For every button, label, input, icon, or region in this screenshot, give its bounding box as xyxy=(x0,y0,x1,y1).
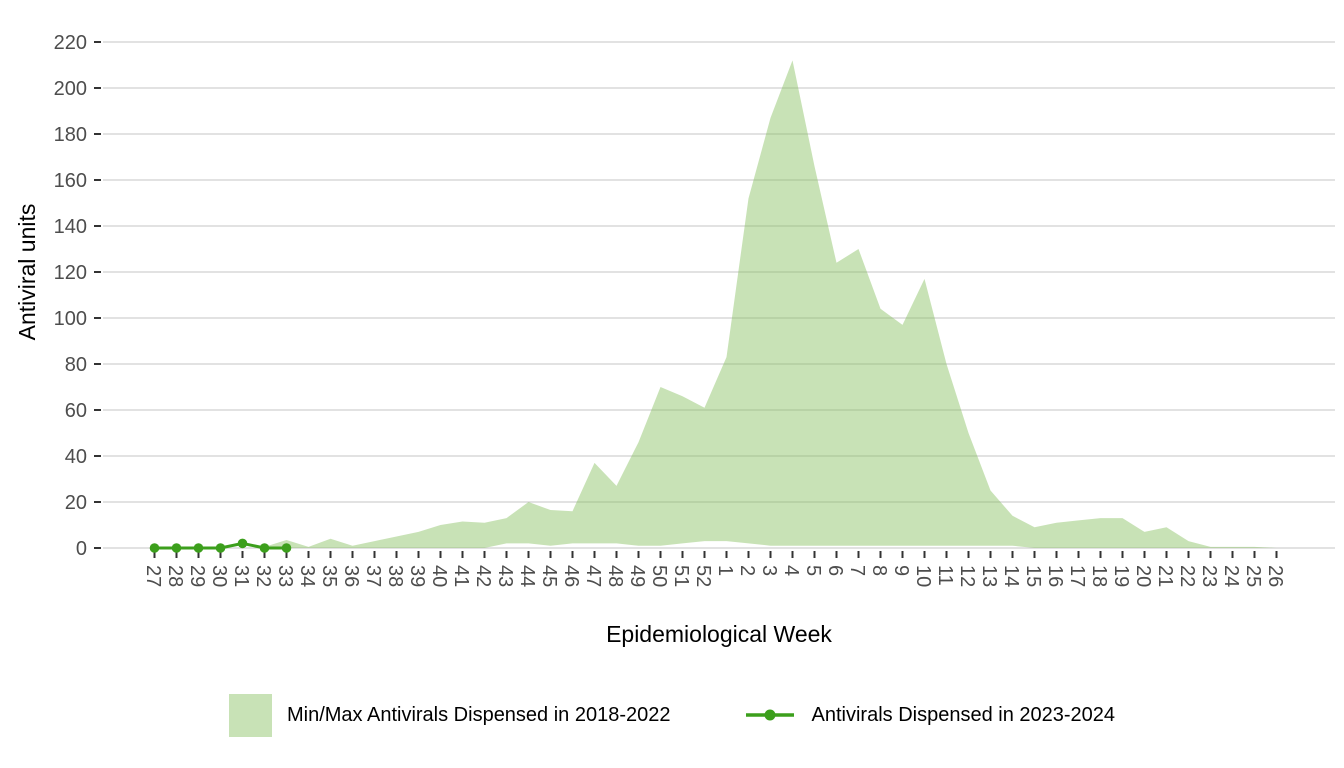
line-series-2023-2024 xyxy=(149,538,292,553)
x-axis-tick-labels: 27 28 29 30 31 32 33 34 35 36 37 38 39 40 41 42 43 44 45 46… xyxy=(142,565,1286,587)
svg-text:30: 30 xyxy=(208,565,230,587)
svg-text:25: 25 xyxy=(1242,565,1264,587)
svg-text:32: 32 xyxy=(252,565,274,587)
ribbon-swatch-icon xyxy=(228,693,272,737)
svg-text:29: 29 xyxy=(186,565,208,587)
svg-text:9: 9 xyxy=(890,565,912,576)
svg-text:200: 200 xyxy=(54,78,87,100)
svg-text:31: 31 xyxy=(230,565,252,587)
svg-text:220: 220 xyxy=(54,32,87,54)
svg-text:51: 51 xyxy=(670,565,692,587)
svg-text:20: 20 xyxy=(65,492,87,514)
x-axis-ticks xyxy=(153,551,1278,558)
svg-text:8: 8 xyxy=(868,565,890,576)
svg-text:140: 140 xyxy=(54,216,87,238)
legend-label-ribbon: Min/Max Antivirals Dispensed in 2018-202… xyxy=(286,703,671,726)
svg-text:1: 1 xyxy=(714,565,736,576)
svg-text:40: 40 xyxy=(428,565,450,587)
svg-text:38: 38 xyxy=(384,565,406,587)
svg-text:6: 6 xyxy=(824,565,846,576)
svg-text:0: 0 xyxy=(76,538,87,560)
svg-text:45: 45 xyxy=(538,565,560,587)
svg-text:17: 17 xyxy=(1066,565,1088,587)
svg-text:60: 60 xyxy=(65,400,87,422)
svg-text:33: 33 xyxy=(274,565,296,587)
svg-text:34: 34 xyxy=(296,565,318,587)
svg-text:48: 48 xyxy=(604,565,626,587)
data-point-week-28 xyxy=(171,543,182,553)
svg-text:18: 18 xyxy=(1088,565,1110,587)
data-point-week-27 xyxy=(149,543,160,553)
svg-text:12: 12 xyxy=(956,565,978,587)
svg-text:49: 49 xyxy=(626,565,648,587)
minmax-ribbon-area xyxy=(264,60,1277,549)
y-axis-tick-labels: 0 20 40 60 80 100 120 140 160 180 200 220 xyxy=(54,32,87,560)
svg-text:40: 40 xyxy=(65,446,87,468)
svg-text:36: 36 xyxy=(340,565,362,587)
svg-text:52: 52 xyxy=(692,565,714,587)
data-point-week-32 xyxy=(259,543,270,553)
svg-text:21: 21 xyxy=(1154,565,1176,587)
svg-text:50: 50 xyxy=(648,565,670,587)
svg-text:2: 2 xyxy=(736,565,758,576)
svg-text:22: 22 xyxy=(1176,565,1198,587)
svg-text:7: 7 xyxy=(846,565,868,576)
svg-text:10: 10 xyxy=(912,565,934,587)
data-point-week-31 xyxy=(237,538,248,549)
svg-text:180: 180 xyxy=(54,124,87,146)
svg-text:120: 120 xyxy=(54,262,87,284)
svg-text:11: 11 xyxy=(934,565,956,586)
svg-text:26: 26 xyxy=(1264,565,1286,587)
data-point-week-30 xyxy=(215,543,226,553)
y-axis-title: Antiviral units xyxy=(14,203,40,341)
legend: Min/Max Antivirals Dispensed in 2018-202… xyxy=(0,692,1344,738)
legend-label-line: Antivirals Dispensed in 2023-2024 xyxy=(811,703,1116,726)
svg-text:35: 35 xyxy=(318,565,340,587)
svg-text:28: 28 xyxy=(164,565,186,587)
svg-text:42: 42 xyxy=(472,565,494,587)
svg-text:24: 24 xyxy=(1220,565,1242,587)
data-point-week-29 xyxy=(193,543,204,553)
svg-text:100: 100 xyxy=(54,308,87,330)
legend-item-line: Antivirals Dispensed in 2023-2024 xyxy=(743,699,1116,731)
svg-text:80: 80 xyxy=(65,354,87,376)
svg-text:46: 46 xyxy=(560,565,582,587)
svg-text:44: 44 xyxy=(516,565,538,587)
svg-text:20: 20 xyxy=(1132,565,1154,587)
svg-text:27: 27 xyxy=(142,565,164,587)
svg-text:37: 37 xyxy=(362,565,384,587)
data-point-week-33 xyxy=(281,543,292,553)
svg-text:19: 19 xyxy=(1110,565,1132,587)
svg-text:23: 23 xyxy=(1198,565,1220,587)
svg-text:16: 16 xyxy=(1044,565,1066,587)
svg-text:39: 39 xyxy=(406,565,428,587)
gridlines xyxy=(103,41,1335,549)
svg-text:5: 5 xyxy=(802,565,824,576)
svg-text:4: 4 xyxy=(780,565,802,576)
line-key-icon xyxy=(745,709,794,721)
svg-text:160: 160 xyxy=(54,170,87,192)
svg-text:43: 43 xyxy=(494,565,516,587)
y-axis-ticks xyxy=(94,41,101,549)
x-axis-title: Epidemiological Week xyxy=(606,621,832,647)
svg-text:15: 15 xyxy=(1022,565,1044,587)
svg-text:47: 47 xyxy=(582,565,604,587)
svg-text:3: 3 xyxy=(758,565,780,576)
legend-item-ribbon: Min/Max Antivirals Dispensed in 2018-202… xyxy=(228,693,671,737)
svg-text:41: 41 xyxy=(450,565,472,587)
svg-text:13: 13 xyxy=(978,565,1000,587)
svg-text:14: 14 xyxy=(1000,565,1022,587)
